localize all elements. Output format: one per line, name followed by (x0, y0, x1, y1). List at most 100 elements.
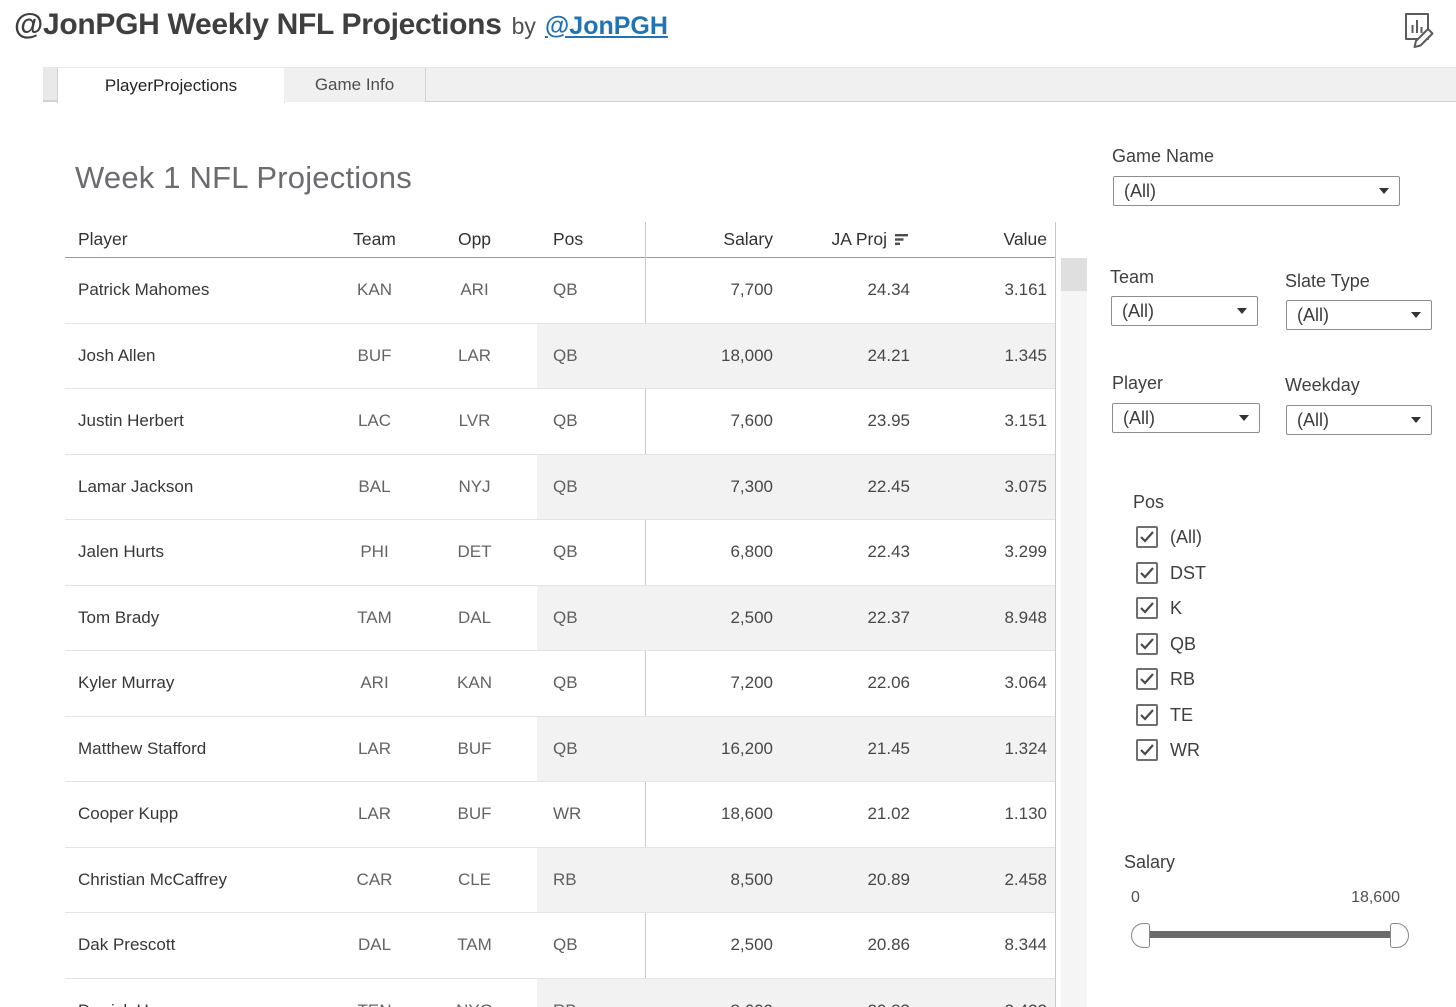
player-dropdown[interactable]: (All) (1112, 403, 1260, 433)
player-cell[interactable]: Tom Brady (78, 607, 160, 627)
team-cell[interactable]: LAR (357, 804, 392, 824)
pos-cell[interactable]: QB (553, 542, 578, 562)
pos-cell[interactable]: QB (537, 585, 646, 650)
value-cell[interactable]: 3.075 (1004, 476, 1047, 496)
player-cell[interactable]: Cooper Kupp (78, 804, 179, 824)
player-cell[interactable]: Josh Allen (78, 345, 156, 365)
team-cell[interactable]: PHI (360, 542, 389, 562)
pos-cell[interactable]: QB (537, 454, 646, 519)
opp-cell[interactable]: TAM (457, 935, 492, 955)
opp-cell[interactable]: NYG (412, 979, 537, 1007)
player-cell[interactable]: Jalen Hurts (78, 542, 164, 562)
slate-type-dropdown[interactable]: (All) (1286, 300, 1432, 330)
opp-cell[interactable]: BUF (457, 738, 492, 758)
table-scrollbar-thumb[interactable] (1061, 258, 1087, 291)
ja-proj-cell[interactable]: 20.83 (773, 979, 910, 1007)
value-cell[interactable]: 3.151 (1004, 411, 1047, 431)
pos-cell[interactable]: QB (553, 673, 578, 693)
salary-cell[interactable]: 18,000 (721, 345, 773, 365)
player-cell[interactable]: Kyler Murray (78, 673, 175, 693)
ja-proj-cell[interactable]: 22.45 (867, 476, 910, 496)
team-cell[interactable]: CAR (356, 869, 393, 889)
value-cell[interactable]: 2.422 (910, 979, 1047, 1007)
column-header-value[interactable]: Value (1003, 229, 1047, 249)
ja-proj-cell[interactable]: 22.06 (867, 673, 910, 693)
ja-proj-cell[interactable]: 24.21 (867, 345, 910, 365)
column-header-salary[interactable]: Salary (723, 229, 773, 249)
player-cell[interactable]: Dak Prescott (78, 935, 176, 955)
team-cell[interactable]: ARI (360, 673, 389, 693)
tab-player-projections[interactable]: PlayerProjections (57, 67, 285, 103)
pos-cell[interactable]: QB (537, 716, 646, 781)
salary-slider-track[interactable] (1140, 931, 1400, 938)
sort-descending-icon[interactable] (895, 233, 910, 246)
salary-cell[interactable]: 7,600 (730, 411, 773, 431)
pos-cell[interactable]: RB (537, 978, 646, 1007)
opp-cell[interactable]: KAN (457, 673, 492, 693)
value-cell[interactable]: 8.344 (1004, 935, 1047, 955)
game-name-dropdown[interactable]: (All) (1113, 176, 1400, 206)
pos-cell[interactable]: QB (553, 280, 578, 300)
pos-cell[interactable]: RB (537, 847, 646, 912)
pos-cell[interactable]: QB (537, 323, 646, 388)
team-cell[interactable]: LAC (357, 411, 392, 431)
salary-cell[interactable]: 7,200 (730, 673, 773, 693)
salary-slider-handle-min[interactable] (1131, 923, 1150, 948)
author-link[interactable]: @JonPGH (544, 12, 668, 40)
salary-cell[interactable]: 8,600 (646, 979, 773, 1007)
pos-checkbox-qb[interactable]: QB (1136, 633, 1196, 655)
salary-cell[interactable]: 2,500 (730, 607, 773, 627)
player-cell[interactable]: Matthew Stafford (78, 738, 207, 758)
value-cell[interactable]: 1.345 (1004, 345, 1047, 365)
pos-cell[interactable]: QB (553, 935, 578, 955)
ja-proj-cell[interactable]: 21.45 (867, 738, 910, 758)
salary-cell[interactable]: 7,700 (730, 280, 773, 300)
opp-cell[interactable]: ARI (460, 280, 489, 300)
opp-cell[interactable]: CLE (457, 869, 492, 889)
value-cell[interactable]: 2.458 (1004, 869, 1047, 889)
ja-proj-cell[interactable]: 22.37 (867, 607, 910, 627)
ja-proj-cell[interactable]: 24.34 (867, 280, 910, 300)
salary-cell[interactable]: 18,600 (721, 804, 773, 824)
ja-proj-cell[interactable]: 21.02 (867, 804, 910, 824)
ja-proj-cell[interactable]: 20.86 (867, 935, 910, 955)
value-cell[interactable]: 3.161 (1004, 280, 1047, 300)
opp-cell[interactable]: DAL (457, 607, 492, 627)
pos-checkbox-te[interactable]: TE (1136, 704, 1193, 726)
team-dropdown[interactable]: (All) (1111, 296, 1258, 326)
salary-cell[interactable]: 2,500 (730, 935, 773, 955)
column-header-team[interactable]: Team (353, 229, 396, 249)
checkbox[interactable] (1136, 526, 1158, 548)
value-cell[interactable]: 1.130 (1004, 804, 1047, 824)
player-cell[interactable]: Patrick Mahomes (78, 280, 210, 300)
value-cell[interactable]: 1.324 (1004, 738, 1047, 758)
column-header-opp[interactable]: Opp (457, 229, 492, 249)
opp-cell[interactable]: LVR (458, 411, 491, 431)
pos-checkbox-all[interactable]: (All) (1136, 526, 1202, 548)
column-header-ja-proj[interactable]: JA Proj (773, 222, 910, 257)
salary-slider-handle-max[interactable] (1390, 923, 1409, 948)
column-header-player[interactable]: Player (78, 229, 128, 249)
pos-checkbox-k[interactable]: K (1136, 597, 1182, 619)
player-cell[interactable]: Justin Herbert (78, 411, 184, 431)
team-cell[interactable]: LAR (357, 738, 392, 758)
pos-checkbox-wr[interactable]: WR (1136, 739, 1200, 761)
value-cell[interactable]: 3.064 (1004, 673, 1047, 693)
ja-proj-cell[interactable]: 22.43 (867, 542, 910, 562)
opp-cell[interactable]: LAR (457, 345, 492, 365)
team-cell[interactable]: TAM (357, 607, 392, 627)
tab-game-info[interactable]: Game Info (284, 67, 426, 102)
edit-chart-icon[interactable] (1397, 8, 1439, 52)
weekday-dropdown[interactable]: (All) (1286, 405, 1432, 435)
ja-proj-cell[interactable]: 20.89 (867, 869, 910, 889)
checkbox[interactable] (1136, 704, 1158, 726)
team-cell[interactable]: BUF (357, 345, 392, 365)
table-scrollbar[interactable] (1061, 258, 1087, 1007)
player-cell[interactable]: Christian McCaffrey (78, 869, 227, 889)
checkbox[interactable] (1136, 668, 1158, 690)
player-cell[interactable]: Lamar Jackson (78, 476, 194, 496)
team-cell[interactable]: DAL (357, 935, 392, 955)
pos-cell[interactable]: QB (553, 411, 578, 431)
salary-cell[interactable]: 16,200 (721, 738, 773, 758)
salary-cell[interactable]: 6,800 (730, 542, 773, 562)
